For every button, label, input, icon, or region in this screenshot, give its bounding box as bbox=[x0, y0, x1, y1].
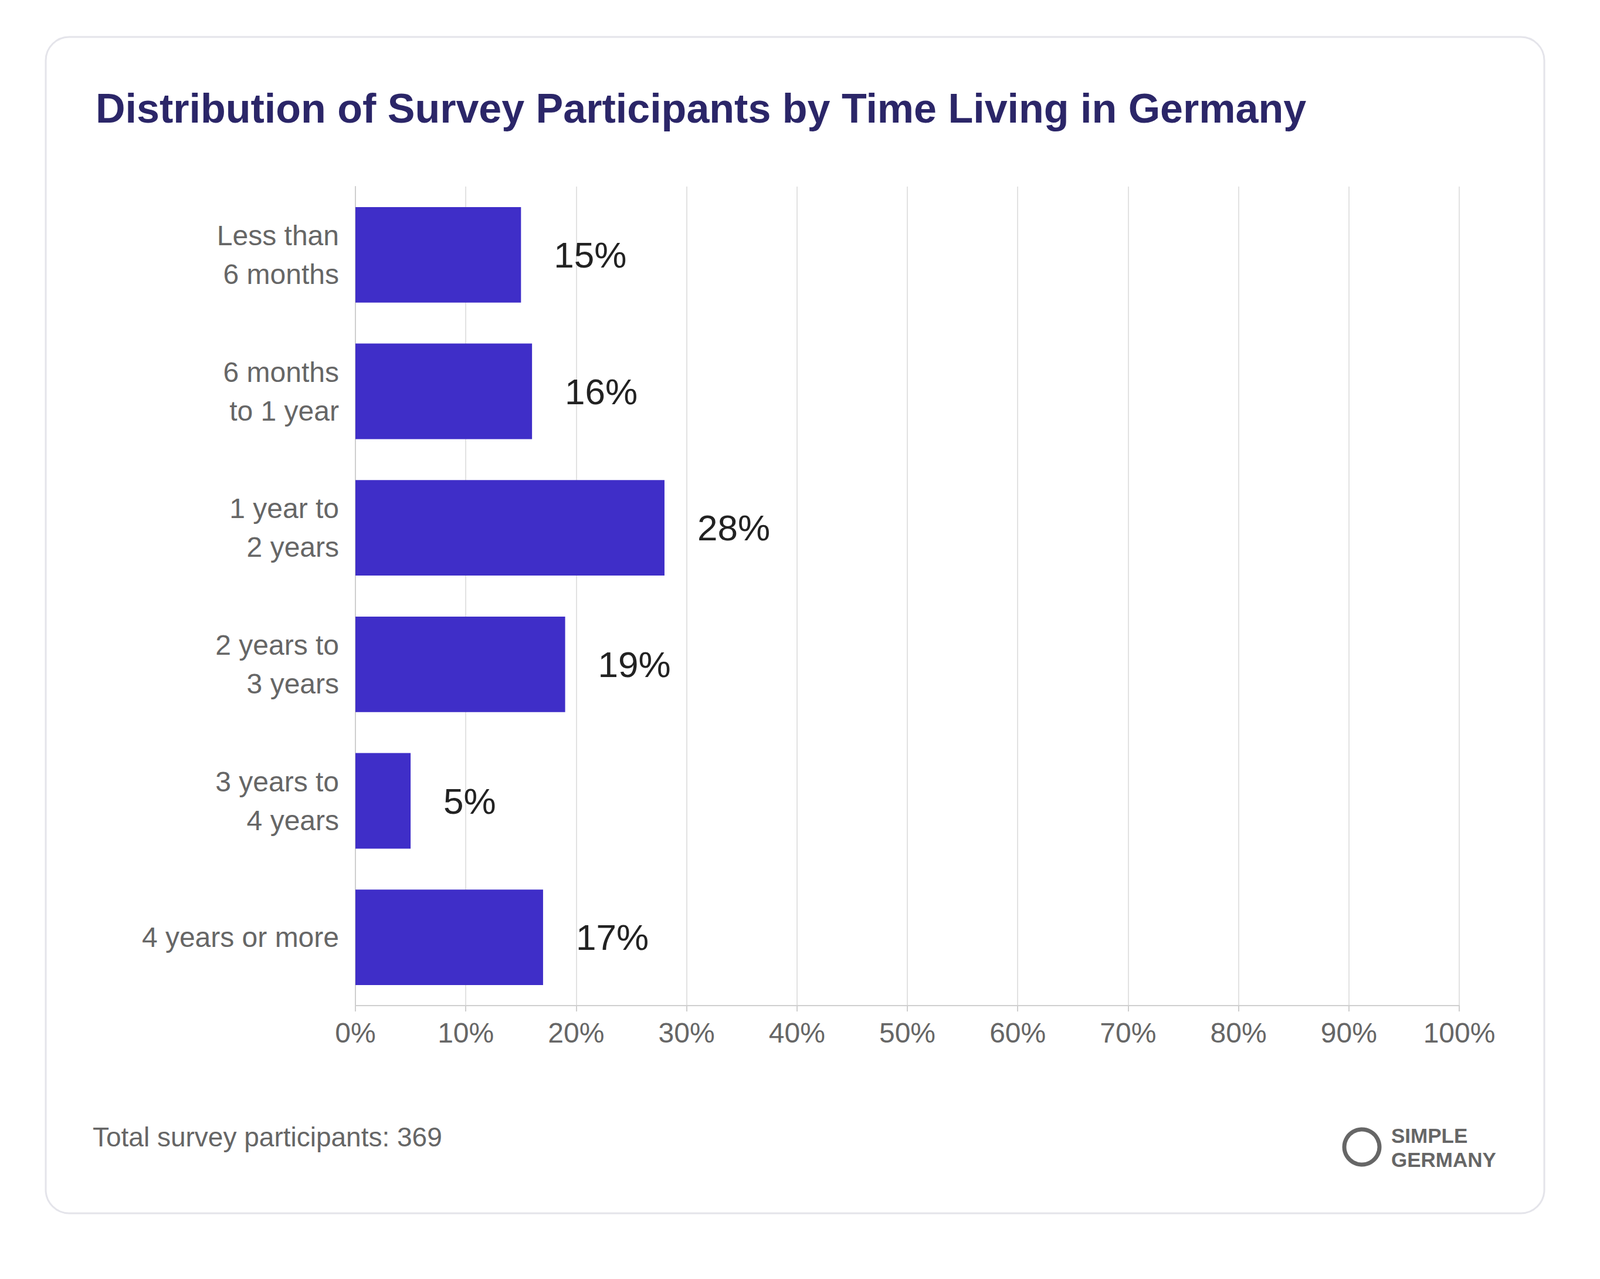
svg-text:30%: 30% bbox=[658, 1017, 715, 1049]
svg-text:2 years to: 2 years to bbox=[215, 629, 340, 661]
svg-text:GERMANY: GERMANY bbox=[1391, 1147, 1497, 1171]
svg-text:100%: 100% bbox=[1423, 1017, 1496, 1049]
svg-text:90%: 90% bbox=[1320, 1017, 1378, 1049]
svg-text:Less than: Less than bbox=[217, 219, 340, 252]
svg-text:60%: 60% bbox=[989, 1017, 1046, 1049]
svg-text:20%: 20% bbox=[547, 1017, 605, 1049]
svg-text:6 months: 6 months bbox=[223, 356, 340, 388]
svg-text:16%: 16% bbox=[564, 371, 638, 412]
svg-text:3 years to: 3 years to bbox=[215, 765, 340, 798]
svg-text:6 months: 6 months bbox=[223, 258, 340, 290]
svg-text:40%: 40% bbox=[768, 1017, 826, 1049]
svg-text:80%: 80% bbox=[1210, 1017, 1267, 1049]
svg-text:50%: 50% bbox=[879, 1017, 936, 1049]
svg-text:15%: 15% bbox=[553, 234, 627, 276]
svg-text:to 1 year: to 1 year bbox=[229, 395, 340, 427]
svg-text:Distribution of Survey Partici: Distribution of Survey Participants by T… bbox=[95, 85, 1307, 132]
svg-text:17%: 17% bbox=[575, 916, 649, 958]
svg-text:Total survey participants: 369: Total survey participants: 369 bbox=[92, 1121, 443, 1152]
svg-text:10%: 10% bbox=[437, 1017, 494, 1049]
svg-text:28%: 28% bbox=[697, 507, 771, 548]
svg-text:1 year to: 1 year to bbox=[229, 492, 340, 524]
svg-text:19%: 19% bbox=[598, 643, 671, 685]
svg-text:SIMPLE: SIMPLE bbox=[1391, 1123, 1468, 1147]
svg-text:4 years: 4 years bbox=[246, 804, 340, 836]
svg-text:0%: 0% bbox=[334, 1017, 376, 1049]
svg-text:4 years or more: 4 years or more bbox=[141, 921, 340, 953]
svg-text:2 years: 2 years bbox=[246, 531, 340, 563]
svg-text:70%: 70% bbox=[1099, 1017, 1157, 1049]
svg-text:5%: 5% bbox=[443, 780, 497, 822]
svg-text:3 years: 3 years bbox=[246, 668, 340, 700]
